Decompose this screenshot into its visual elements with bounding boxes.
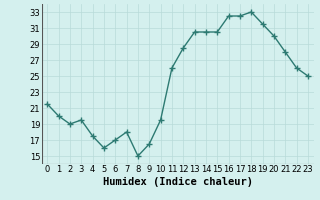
X-axis label: Humidex (Indice chaleur): Humidex (Indice chaleur) [103, 177, 252, 187]
